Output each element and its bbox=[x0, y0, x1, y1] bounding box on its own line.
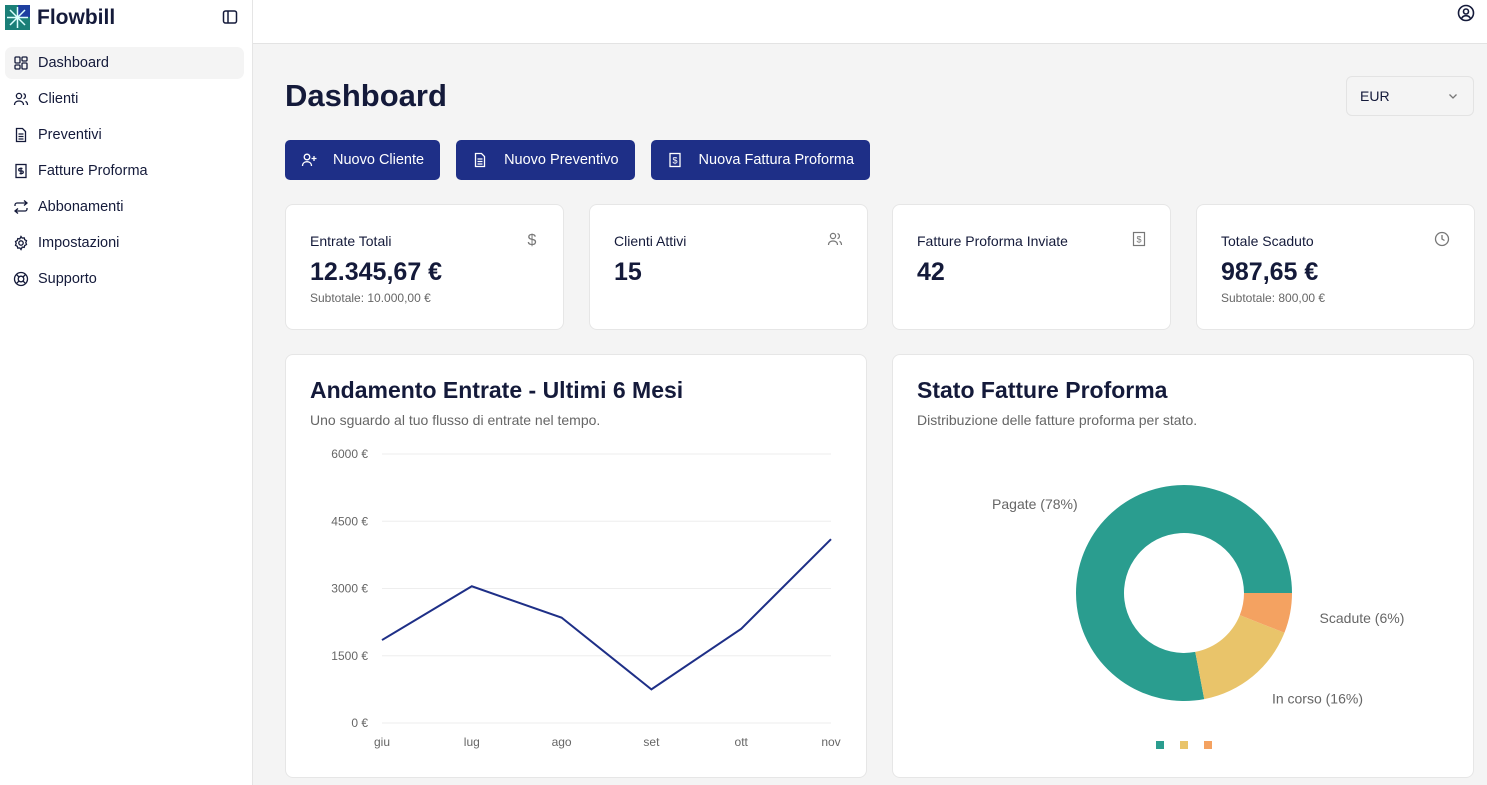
flowbill-logo-icon bbox=[5, 5, 30, 30]
life-buoy-icon bbox=[13, 271, 29, 287]
button-label: Nuovo Cliente bbox=[333, 152, 425, 168]
sidebar-item-label: Impostazioni bbox=[38, 235, 120, 251]
stat-subtotal: Subtotale: 10.000,00 € bbox=[310, 291, 431, 305]
slice-label: Scadute (6%) bbox=[1320, 610, 1405, 626]
file-text-icon bbox=[474, 152, 486, 168]
x-tick-label: giu bbox=[374, 735, 390, 749]
sidebar-nav: Dashboard Clienti Preventivi Fatture Profor… bbox=[5, 47, 244, 299]
sidebar-toggle-icon[interactable] bbox=[222, 9, 238, 25]
stat-value: 42 bbox=[917, 258, 945, 286]
x-tick-label: set bbox=[643, 735, 660, 749]
sidebar: Flowbill Dashboard Clienti Preventivi Fattu… bbox=[0, 0, 253, 785]
users-icon bbox=[13, 92, 29, 106]
legend-swatch bbox=[1180, 741, 1188, 749]
button-label: Nuovo Preventivo bbox=[504, 152, 619, 168]
chart-subtitle: Uno sguardo al tuo flusso di entrate nel… bbox=[310, 412, 601, 428]
sidebar-item-abbonamenti[interactable]: Abbonamenti bbox=[5, 191, 244, 223]
topbar bbox=[253, 0, 1487, 44]
stat-card-overdue: Totale Scaduto 987,65 € Subtotale: 800,0… bbox=[1196, 204, 1475, 330]
legend-swatch bbox=[1204, 741, 1212, 749]
x-tick-label: lug bbox=[464, 735, 480, 749]
receipt-icon: $ bbox=[1132, 231, 1146, 247]
new-quote-button[interactable]: Nuovo Preventivo bbox=[456, 140, 635, 180]
x-tick-label: ago bbox=[552, 735, 572, 749]
sidebar-item-clienti[interactable]: Clienti bbox=[5, 83, 244, 115]
chart-title: Stato Fatture Proforma bbox=[917, 377, 1168, 403]
sidebar-item-dashboard[interactable]: Dashboard bbox=[5, 47, 244, 79]
dashboard-icon bbox=[14, 56, 28, 70]
stat-label: Clienti Attivi bbox=[614, 233, 687, 249]
sidebar-item-label: Abbonamenti bbox=[38, 199, 124, 215]
stat-label: Fatture Proforma Inviate bbox=[917, 233, 1068, 249]
stat-card-revenue: Entrate Totali $ 12.345,67 € Subtotale: … bbox=[285, 204, 564, 330]
button-label: Nuova Fattura Proforma bbox=[698, 152, 855, 168]
y-tick-label: 0 € bbox=[351, 716, 368, 730]
chevron-down-icon bbox=[1449, 94, 1457, 99]
donut-slice bbox=[1076, 485, 1292, 701]
stat-card-proforma-sent: Fatture Proforma Inviate $ 42 bbox=[892, 204, 1171, 330]
gear-icon bbox=[14, 235, 28, 251]
sidebar-item-label: Preventivi bbox=[38, 127, 102, 143]
page-title: Dashboard bbox=[285, 78, 447, 113]
new-client-button[interactable]: Nuovo Cliente bbox=[285, 140, 441, 180]
currency-value: EUR bbox=[1360, 88, 1390, 104]
sidebar-item-impostazioni[interactable]: Impostazioni bbox=[5, 227, 244, 259]
revenue-chart-card: 0 € 1500 € 3000 € 4500 € 6000 € giu lug ago set o… bbox=[285, 354, 867, 778]
proforma-status-donut: Pagate (78%) In corso (16%) Scadute (6%) bbox=[992, 485, 1405, 749]
user-circle-icon[interactable] bbox=[1457, 4, 1475, 22]
stat-value: 12.345,67 € bbox=[310, 258, 443, 286]
legend-swatch bbox=[1156, 741, 1164, 749]
sidebar-item-label: Fatture Proforma bbox=[38, 163, 148, 179]
app-name: Flowbill bbox=[37, 5, 116, 29]
y-tick-label: 6000 € bbox=[331, 447, 368, 461]
repeat-icon bbox=[13, 200, 29, 214]
receipt-icon bbox=[15, 163, 27, 179]
y-tick-label: 1500 € bbox=[331, 649, 368, 663]
file-text-icon bbox=[15, 127, 27, 143]
sidebar-item-preventivi[interactable]: Preventivi bbox=[5, 119, 244, 151]
clock-icon bbox=[1434, 231, 1450, 247]
donut-slice bbox=[1239, 593, 1292, 633]
slice-label: Pagate (78%) bbox=[992, 496, 1078, 512]
dollar-icon: $ bbox=[528, 232, 537, 247]
y-tick-label: 4500 € bbox=[331, 514, 368, 528]
user-plus-icon bbox=[301, 153, 317, 167]
stat-value: 987,65 € bbox=[1221, 258, 1319, 286]
sidebar-item-supporto[interactable]: Supporto bbox=[5, 263, 244, 295]
sidebar-item-label: Clienti bbox=[38, 91, 79, 107]
stat-value: 15 bbox=[614, 258, 642, 286]
revenue-line bbox=[381, 538, 832, 691]
quick-actions: Nuovo Cliente Nuovo Preventivo $ Nuova F… bbox=[285, 140, 871, 180]
stat-label: Entrate Totali bbox=[310, 233, 392, 249]
svg-text:$: $ bbox=[1136, 235, 1141, 245]
x-tick-label: ott bbox=[735, 735, 749, 749]
svg-text:$: $ bbox=[672, 156, 677, 166]
users-icon bbox=[827, 232, 843, 246]
chart-title: Andamento Entrate - Ultimi 6 Mesi bbox=[310, 377, 684, 403]
sidebar-item-label: Dashboard bbox=[38, 55, 109, 71]
y-tick-label: 3000 € bbox=[331, 582, 368, 596]
brand[interactable]: Flowbill bbox=[5, 5, 115, 30]
revenue-line-chart: 0 € 1500 € 3000 € 4500 € 6000 € giu lug ago set o… bbox=[331, 447, 840, 749]
stat-card-clients: Clienti Attivi 15 bbox=[589, 204, 868, 330]
stat-subtotal: Subtotale: 800,00 € bbox=[1221, 291, 1326, 305]
receipt-icon: $ bbox=[668, 152, 681, 168]
chart-subtitle: Distribuzione delle fatture proforma per… bbox=[917, 412, 1198, 428]
sidebar-item-label: Supporto bbox=[38, 271, 97, 287]
stat-label: Totale Scaduto bbox=[1221, 233, 1314, 249]
new-proforma-button[interactable]: $ Nuova Fattura Proforma bbox=[650, 140, 871, 180]
currency-select[interactable]: EUR bbox=[1346, 76, 1474, 116]
proforma-status-card: Pagate (78%) In corso (16%) Scadute (6%) S… bbox=[892, 354, 1474, 778]
slice-label: In corso (16%) bbox=[1272, 690, 1363, 706]
svg-text:$: $ bbox=[528, 232, 537, 247]
x-tick-label: nov bbox=[821, 735, 840, 749]
sidebar-item-fatture-proforma[interactable]: Fatture Proforma bbox=[5, 155, 244, 187]
donut-slice bbox=[1195, 615, 1285, 700]
